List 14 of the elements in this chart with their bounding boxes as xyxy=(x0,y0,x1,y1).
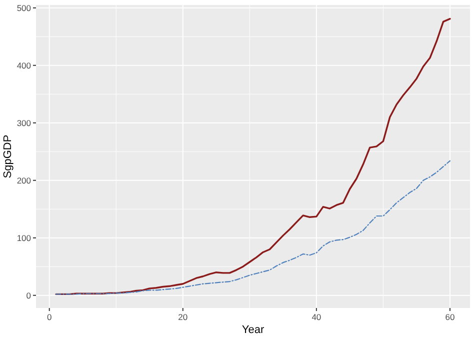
y-tick-label: 300 xyxy=(16,118,32,128)
y-tick-label: 400 xyxy=(16,60,32,70)
line-series xyxy=(55,18,451,296)
y-axis-title: SgpGDP xyxy=(2,134,14,178)
y-tick-label: 100 xyxy=(16,232,32,243)
y-tick-label: 0 xyxy=(26,290,32,300)
x-axis-title: Year xyxy=(242,324,264,336)
y-tick-label: 500 xyxy=(16,2,32,13)
x-tick-label: 40 xyxy=(312,312,322,322)
line-series xyxy=(55,160,451,295)
x-tick-label: 0 xyxy=(46,312,52,322)
y-tick-label: 200 xyxy=(16,175,32,186)
x-tick-label: 20 xyxy=(178,312,188,322)
x-tick-label: 60 xyxy=(445,312,455,322)
